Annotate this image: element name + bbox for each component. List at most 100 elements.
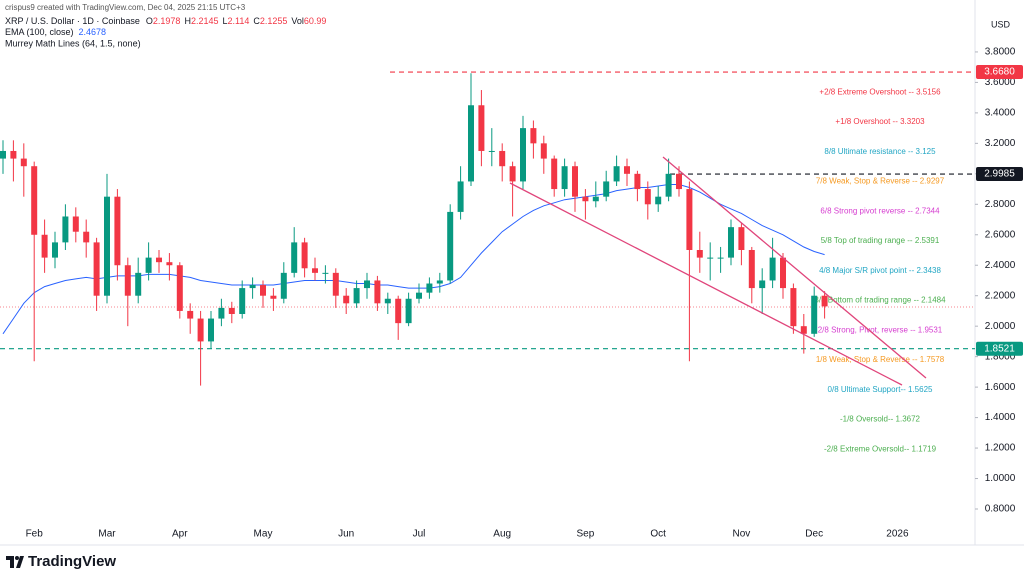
candle-body <box>561 166 568 190</box>
candle-body <box>780 257 786 289</box>
candle-body <box>62 216 69 243</box>
y-tick-label: 1.0000 <box>985 473 1016 484</box>
candle-body <box>270 295 277 299</box>
candle-body <box>551 158 558 190</box>
price-tag <box>976 167 1023 182</box>
price-tag-label: 3.6680 <box>984 67 1015 78</box>
brand-logo <box>6 556 24 568</box>
candle-body <box>759 280 766 289</box>
x-tick-label: Mar <box>98 529 116 540</box>
candle-body <box>312 268 318 273</box>
candle-body <box>176 265 183 311</box>
candle-body <box>520 128 526 182</box>
x-tick-label: Dec <box>805 529 823 540</box>
logo-icon <box>6 556 24 568</box>
candle-body <box>592 196 599 202</box>
x-tick-label: Apr <box>172 529 188 540</box>
y-tick-label: 1.8000 <box>985 351 1016 362</box>
y-tick-label: 2.0000 <box>985 321 1016 332</box>
candle-body <box>800 326 807 334</box>
y-tick-label: 2.8000 <box>985 199 1016 210</box>
y-tick-label: 2.4000 <box>985 260 1016 271</box>
price-tag <box>976 65 1023 80</box>
candle-body <box>166 262 173 266</box>
candle-body <box>301 242 308 269</box>
candle-body <box>332 272 339 296</box>
murrey-label: -2/8 Extreme Oversold-- 1.1719 <box>824 444 937 453</box>
quote-value: 2.2145 <box>191 16 219 26</box>
ema-legend: EMA (100, close) 2.4678 <box>5 27 106 37</box>
candle-body <box>707 257 714 259</box>
trend-line <box>509 182 903 386</box>
candle-body <box>104 196 110 296</box>
candle-body <box>644 189 651 205</box>
candle-body <box>509 166 516 182</box>
candle-body <box>540 143 547 159</box>
candle-body <box>72 216 79 232</box>
candle-body <box>0 150 6 159</box>
candle-body <box>717 257 724 259</box>
price-tag-label: 1.8521 <box>984 343 1015 354</box>
candle-body <box>228 307 235 314</box>
candle-body <box>20 158 27 167</box>
quote-label: L <box>222 16 227 26</box>
candle-body <box>395 298 402 324</box>
x-tick-label: Nov <box>733 529 751 540</box>
candle-body <box>426 283 433 293</box>
candle-body <box>416 292 422 299</box>
candle-body <box>156 257 162 263</box>
murrey-label: 6/8 Strong pivot reverse -- 2.7344 <box>820 206 940 215</box>
attribution: crispus9 created with TradingView.com, D… <box>5 3 246 12</box>
brand: TradingView <box>28 553 116 570</box>
quote-value: 2.1978 <box>153 16 181 26</box>
candle-body <box>187 310 194 319</box>
candle-body <box>696 250 703 258</box>
murrey-label: 0/8 Ultimate Support-- 1.5625 <box>828 385 933 394</box>
y-tick-label: 1.2000 <box>985 443 1016 454</box>
x-tick-label: 2026 <box>886 529 909 540</box>
candle-body <box>499 150 506 167</box>
price-tag <box>976 341 1023 356</box>
candle-body <box>384 298 391 304</box>
murrey-label: +2/8 Extreme Overshoot -- 3.5156 <box>819 87 941 96</box>
candle-body <box>83 231 90 243</box>
candle-body <box>353 288 360 304</box>
candle-body <box>31 166 38 235</box>
candle-body <box>208 318 214 342</box>
x-tick-label: Oct <box>650 529 666 540</box>
candle-body <box>114 196 121 266</box>
quote-value: 2.1255 <box>260 16 288 26</box>
candle-body <box>145 257 152 273</box>
logo-icon <box>15 556 19 560</box>
candle-body <box>239 288 246 314</box>
candle-body <box>478 105 485 151</box>
murrey-label: 1/8 Weak, Stop & Reverse -- 1.7578 <box>816 355 945 364</box>
candle-body <box>624 166 630 174</box>
candle-body <box>364 280 370 289</box>
murrey-label: 3/8 Bottom of trading range -- 2.1484 <box>814 296 946 305</box>
y-tick-label: 2.6000 <box>985 229 1016 240</box>
y-tick-label: 3.4000 <box>985 108 1016 119</box>
currency: USD <box>991 19 1011 29</box>
candle-body <box>821 295 828 307</box>
candle-body <box>124 265 131 296</box>
candle-body <box>728 227 734 258</box>
candle-body <box>218 307 225 319</box>
ema-value: 2.4678 <box>79 27 107 37</box>
murrey-label: +1/8 Overshoot -- 3.3203 <box>835 117 925 126</box>
quote-label: Vol <box>291 16 304 26</box>
candle-body <box>343 295 350 304</box>
candle-body <box>291 242 298 273</box>
murrey-label: -1/8 Oversold-- 1.3672 <box>840 415 921 424</box>
candle-body <box>436 280 443 284</box>
price-tag-label: 2.9985 <box>984 169 1015 180</box>
candle-body <box>488 150 495 152</box>
candle-body <box>374 280 381 304</box>
murrey-label: 2/8 Strong, Pivot, reverse -- 1.9531 <box>818 325 943 334</box>
candle-body <box>603 181 610 197</box>
quote-label: C <box>253 16 260 26</box>
murrey-label: 8/8 Ultimate resistance -- 3.125 <box>824 147 936 156</box>
